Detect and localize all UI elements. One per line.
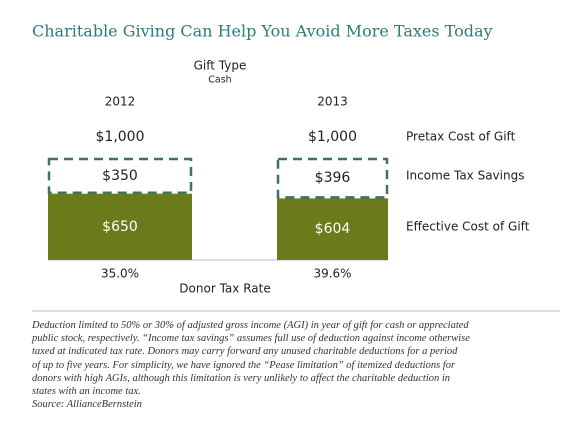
footnotes: Deduction limited to 50% or 30% of adjus… — [32, 319, 562, 411]
legend-label: Income Tax Savings — [406, 168, 524, 182]
footnote-line: of up to five years. For simplicity, we … — [32, 359, 456, 371]
rate-axis-label: Donor Tax Rate — [179, 282, 270, 296]
cost-segment — [277, 198, 388, 260]
footnote-line: donors with high AGIs, although this lim… — [32, 372, 451, 384]
legend-label: Effective Cost of Gift — [406, 219, 530, 233]
chart-title: Charitable Giving Can Help You Avoid Mor… — [32, 22, 493, 41]
footnote-line: Deduction limited to 50% or 30% of adjus… — [32, 320, 469, 331]
rate-label: 35.0% — [101, 267, 139, 281]
total-label: $1,000 — [96, 129, 145, 145]
value-label: $604 — [315, 221, 351, 237]
rate-label: 39.6% — [313, 267, 351, 281]
total-label: $1,000 — [308, 129, 357, 145]
value-label: $650 — [102, 219, 138, 235]
value-label: $350 — [102, 168, 138, 184]
footnote-line: taxed at indicated tax rate. Donors may … — [32, 346, 458, 358]
group: Cash — [208, 75, 231, 86]
category-label: 2013 — [317, 95, 348, 109]
footnote-line: Source: AllianceBernstein — [32, 399, 142, 411]
row-label: Pretax Cost of Gift — [406, 130, 516, 144]
value-label: $396 — [315, 170, 351, 186]
footnote-line: public stock, respectively. “Income tax … — [32, 333, 470, 345]
chart: Charitable Giving Can Help You Avoid Mor… — [32, 22, 560, 312]
group-label: Gift Type — [194, 59, 247, 73]
cost-segment — [48, 193, 192, 260]
footnote-line: states with an income tax. — [32, 386, 141, 398]
category-label: 2012 — [105, 95, 136, 109]
savings-segment — [276, 157, 389, 199]
savings-segment — [47, 157, 193, 194]
